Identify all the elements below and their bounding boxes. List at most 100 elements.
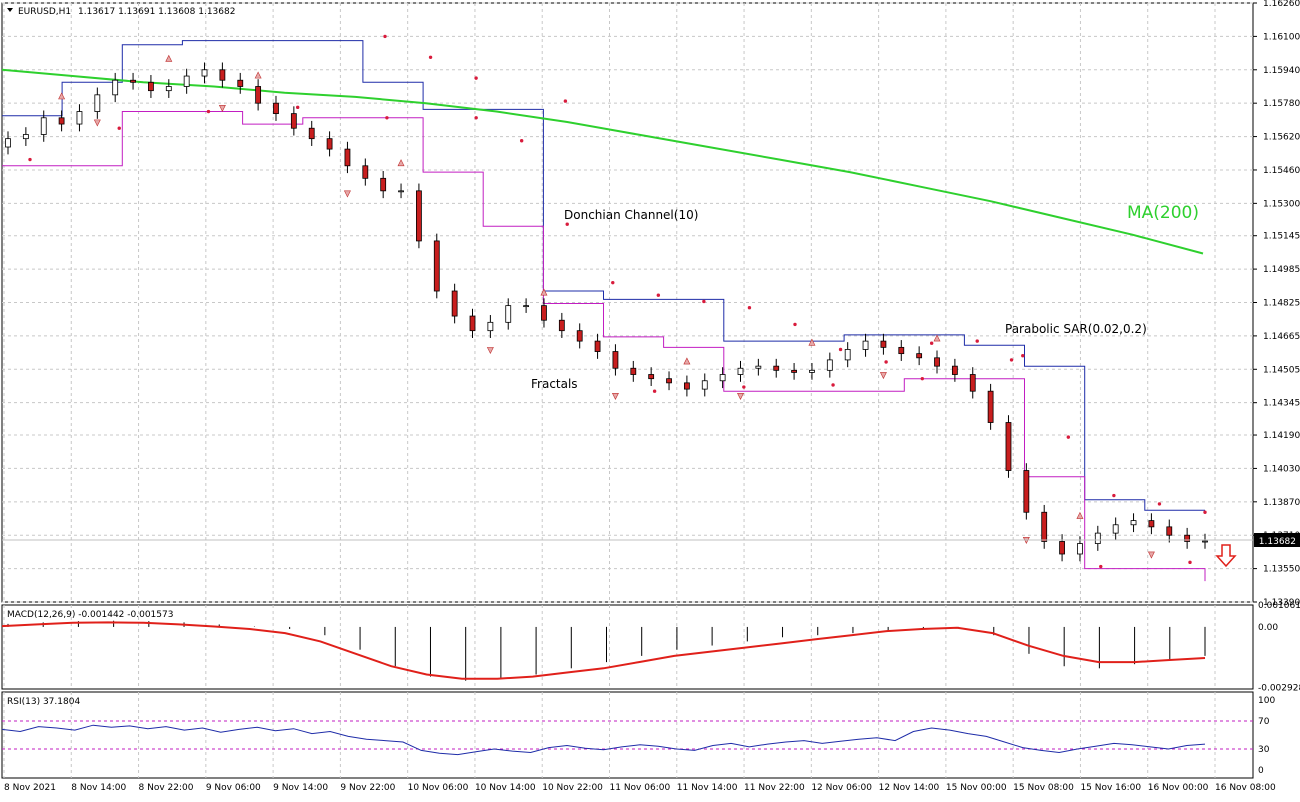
candle-body: [451, 290, 458, 317]
time-axis: 8 Nov 2021 8 Nov 14:00 8 Nov 22:00 9 Nov 06…: [4, 783, 1276, 793]
current-price-tag: 1.13682: [1254, 533, 1300, 547]
time-tick-label: 9 Nov 22:00: [340, 783, 395, 793]
fractal-down-icon: [93, 119, 101, 127]
candle-body: [237, 79, 244, 87]
sar-dot: [474, 116, 478, 120]
donchian-lower-line: [2, 111, 1206, 582]
sar-dot: [1066, 435, 1071, 439]
candle-body: [487, 321, 494, 332]
price-tick-label: 1.14985: [1263, 265, 1300, 275]
time-tick-label: 11 Nov 22:00: [744, 783, 805, 793]
sar-dot: [975, 339, 979, 343]
sar-dot: [519, 139, 524, 143]
price-axis: 1.16260 1.16100 1.15940 1.15780 1.15620 1.154…: [1253, 0, 1300, 608]
sar-dot: [1009, 358, 1014, 362]
candle-body: [1005, 422, 1012, 471]
sar-dot: [1203, 510, 1207, 514]
candle-body: [130, 79, 136, 83]
sar-dot: [652, 389, 657, 393]
rsi-tick-label: 0: [1258, 766, 1264, 776]
candle-body: [22, 134, 29, 140]
price-tick-label: 1.15460: [1263, 166, 1300, 176]
price-tick-label: 1.14825: [1263, 299, 1300, 309]
sar-dot: [385, 116, 389, 120]
rsi-tick-label: 100: [1258, 696, 1275, 706]
candle-body: [880, 340, 887, 348]
macd-plot-area: [1, 604, 1254, 690]
sar-dot: [611, 280, 615, 285]
time-tick-label: 12 Nov 14:00: [879, 783, 940, 793]
candle-body: [666, 378, 672, 384]
time-tick-label: 12 Nov 06:00: [811, 783, 872, 793]
rsi-tick-label: 30: [1258, 745, 1270, 755]
candle-body: [165, 86, 172, 92]
macd-signal-polyline: [1, 621, 1206, 680]
candle-body: [737, 367, 744, 375]
price-tick-label: 1.14505: [1263, 365, 1300, 375]
sar-dot: [838, 347, 843, 352]
candle-body: [219, 69, 226, 81]
price-tick-label: 1.15780: [1263, 99, 1300, 109]
header-label: EURUSD,H1 1.13617 1.13691 1.13608 1.1368…: [7, 7, 235, 17]
fractal-up-icon: [933, 334, 941, 342]
donchian-upper-line: [2, 40, 1205, 511]
sar-dot: [884, 360, 888, 364]
fractal-up-icon: [397, 159, 405, 167]
time-tick-label: 16 Nov 08:00: [1215, 783, 1276, 793]
fractal-down-icon: [737, 392, 744, 400]
candle-body: [290, 113, 297, 129]
fractal-down-icon: [1147, 551, 1155, 559]
rsi-levels: [2, 720, 1253, 750]
candle-body: [380, 177, 387, 192]
candle-body: [1023, 470, 1030, 513]
price-tick-label: 1.15940: [1263, 66, 1300, 76]
candle-body: [362, 165, 369, 179]
fractal-up-icon: [254, 71, 262, 79]
rsi-panel[interactable]: 100 70 30 0 RSI(13) 37.1804: [1, 691, 1275, 779]
rsi-tick-label: 70: [1258, 717, 1270, 727]
candle-body: [148, 81, 154, 92]
ma200-polyline: [1, 68, 1204, 255]
candle-body: [648, 374, 655, 380]
macd-panel[interactable]: 0.001061 0.00 -0.002928 MACD(12,26,9) -0.0…: [1, 601, 1300, 694]
ma200-line: [1, 68, 1204, 255]
macd-axis: 0.001061 0.00 -0.002928: [1258, 601, 1300, 694]
sar-dot: [117, 126, 121, 130]
price-tick-label: 1.15300: [1263, 199, 1300, 209]
sar-dot: [656, 293, 661, 297]
sar-dot: [793, 322, 797, 327]
sar-dot: [383, 34, 387, 39]
candle-body: [791, 369, 797, 373]
sar-dot: [747, 306, 752, 310]
price-panel[interactable]: 1.16260 1.16100 1.15940 1.15780 1.15620 1.154…: [1, 0, 1300, 608]
sar-dot: [1188, 560, 1192, 565]
price-tick-label: 1.15145: [1263, 232, 1300, 242]
down-arrow-icon: [1215, 544, 1237, 568]
candle-body: [58, 117, 65, 125]
sar-dot: [742, 385, 746, 389]
fractal-up-icon: [58, 92, 66, 100]
price-tick-label: 1.13390: [1263, 598, 1300, 608]
candle-body: [1059, 541, 1065, 555]
fractals-annotation: Fractals: [531, 377, 578, 391]
price-tick-label: 1.14030: [1263, 464, 1300, 474]
candle-body: [112, 79, 119, 96]
candle-body: [469, 315, 476, 332]
candle-body: [558, 319, 565, 332]
symbol-timeframe: EURUSD,H1: [18, 7, 71, 17]
dropdown-triangle-icon: [7, 8, 13, 12]
sar-dot: [206, 109, 211, 114]
candle-body: [1112, 524, 1119, 534]
current-price-text: 1.13682: [1259, 537, 1296, 547]
price-grid: [2, 2, 1253, 603]
rsi-grid: [3, 692, 1216, 778]
candle-body: [1166, 526, 1173, 536]
rsi-plot-area: [1, 691, 1254, 779]
sar-dot: [428, 55, 433, 59]
candle-body: [969, 374, 976, 392]
candle-body: [523, 305, 530, 308]
candle-body: [1130, 520, 1137, 526]
time-tick-label: 10 Nov 06:00: [408, 783, 469, 793]
